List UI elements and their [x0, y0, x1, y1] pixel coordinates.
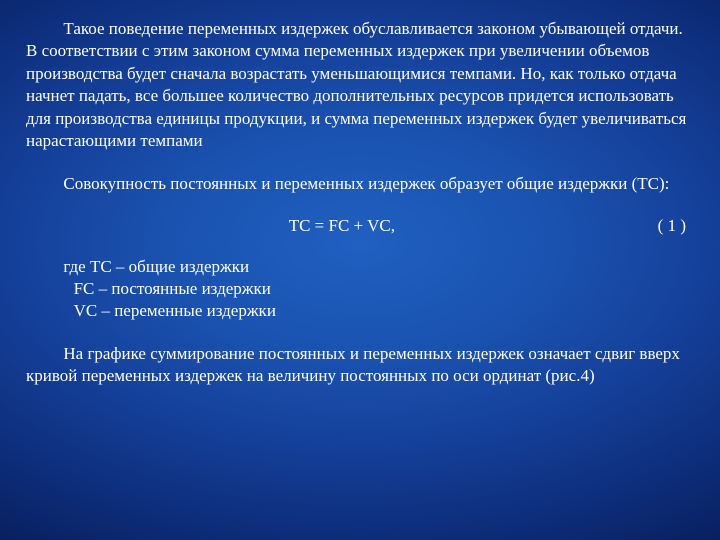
formula-row: TC = FC + VC, ( 1 )	[26, 215, 694, 237]
paragraph-3: На графике суммирование постоянных и пер…	[26, 343, 694, 388]
def-vc: VC – переменные издержки	[26, 300, 694, 322]
def-fc: FC – постоянные издержки	[26, 278, 694, 300]
definitions: где ТС – общие издержки FC – постоянные …	[26, 256, 694, 323]
paragraph-1: Такое поведение переменных издержек обус…	[26, 18, 694, 153]
paragraph-2: Совокупность постоянных и переменных изд…	[26, 173, 694, 195]
def-where: где ТС – общие издержки	[26, 256, 694, 278]
formula-number: ( 1 )	[658, 215, 694, 237]
formula: TC = FC + VC,	[26, 215, 658, 237]
